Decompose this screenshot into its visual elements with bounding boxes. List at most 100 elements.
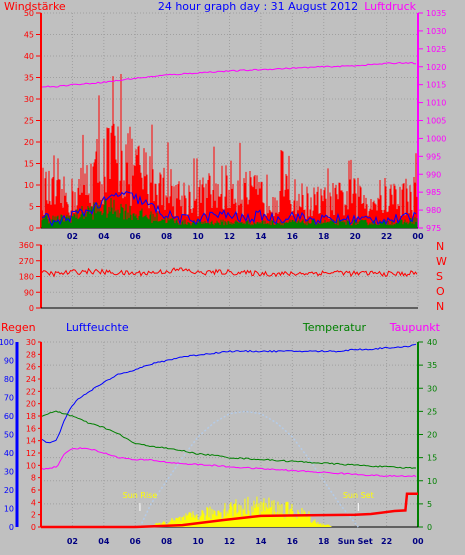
rain-y-tick-label: 6 (31, 486, 36, 495)
temperature-y-tick-label: 25 (427, 407, 437, 416)
pressure-y-tick-label: 1030 (426, 27, 446, 36)
compass-label: N (436, 240, 444, 253)
direction-y-tick-label: 90 (24, 288, 34, 297)
wind-gust-line (42, 191, 417, 227)
humidity-y-tick-label: 30 (4, 468, 14, 477)
wind-y-tick-label: 40 (24, 52, 34, 61)
dewpoint-label: Taupunkt (389, 321, 441, 334)
wind-speed-label: Windstärke (4, 0, 66, 13)
wind-x-tick-label: 00 (412, 232, 424, 241)
direction-line (41, 267, 418, 278)
direction-y-tick-label: 0 (29, 304, 34, 313)
rain-y-tick-label: 4 (31, 498, 36, 507)
rain-y-tick-label: 12 (26, 449, 36, 458)
temperature-y-tick-label: 40 (427, 338, 437, 347)
humidity-y-tick-label: 70 (4, 394, 14, 403)
wind-y-tick-label: 35 (24, 74, 34, 83)
rain-y-tick-label: 18 (26, 412, 36, 421)
wind-y-tick-label: 20 (24, 138, 34, 147)
rain-y-tick-label: 16 (26, 424, 36, 433)
weather-x-tick-label: 22 (381, 537, 392, 546)
rain-y-tick-label: 2 (31, 511, 36, 520)
dewpoint-line (41, 447, 417, 478)
wind-x-tick-label: 06 (130, 232, 142, 241)
rain-label: Regen (1, 321, 36, 334)
wind-y-tick-label: 15 (24, 160, 34, 169)
wind-y-tick-label: 45 (24, 31, 34, 40)
rain-y-tick-label: 14 (26, 437, 36, 446)
humidity-y-tick-label: 40 (4, 449, 14, 458)
weather-x-tick-label: 16 (287, 537, 299, 546)
wind-x-tick-label: 12 (224, 232, 235, 241)
rain-y-tick-label: 26 (26, 363, 36, 372)
weather-x-tick-label: 14 (255, 537, 267, 546)
rain-y-tick-label: 28 (26, 350, 36, 359)
pressure-y-tick-label: 1010 (426, 99, 446, 108)
pressure-y-tick-label: 995 (426, 152, 441, 161)
pressure-y-tick-label: 1025 (426, 45, 446, 54)
temperature-line (41, 410, 417, 469)
pressure-y-tick-label: 1005 (426, 117, 446, 126)
wind-x-tick-label: 22 (381, 232, 392, 241)
weather-x-tick-label: 08 (161, 537, 173, 546)
sun-annotation-label: Sun Set (343, 491, 374, 500)
weather-x-tick-label: 00 (412, 537, 424, 546)
wind-y-tick-label: 50 (24, 9, 34, 18)
weather-x-tick-label: Sun Set (338, 537, 373, 546)
temperature-label: Temperatur (302, 321, 367, 334)
compass-label: N (436, 300, 444, 313)
pressure-y-tick-label: 1015 (426, 81, 446, 90)
weather-x-tick-label: 02 (67, 537, 78, 546)
temperature-y-tick-label: 15 (427, 454, 437, 463)
pressure-y-tick-label: 1020 (426, 63, 446, 72)
temperature-y-tick-label: 5 (427, 500, 432, 509)
wind-y-tick-label: 10 (24, 181, 34, 190)
rain-y-tick-label: 22 (26, 387, 36, 396)
direction-y-tick-label: 180 (19, 273, 34, 282)
rain-y-tick-label: 8 (31, 474, 36, 483)
pressure-y-tick-label: 1000 (426, 134, 446, 143)
weather-x-tick-label: 18 (318, 537, 330, 546)
humidity-y-tick-label: 90 (4, 357, 14, 366)
rain-y-tick-label: 20 (26, 400, 36, 409)
temperature-y-tick-label: 10 (427, 477, 437, 486)
humidity-line (41, 343, 417, 444)
rain-y-tick-label: 10 (26, 461, 36, 470)
pressure-label: Luftdruck (364, 0, 416, 13)
title-text: 24 hour graph day : 31 August 2012 (158, 0, 358, 13)
compass-label: O (436, 285, 445, 298)
wind-x-tick-label: 08 (161, 232, 173, 241)
weather-x-tick-label: 06 (130, 537, 142, 546)
solar-radiation-line (139, 410, 359, 528)
weather-x-tick-label: 12 (224, 537, 235, 546)
humidity-y-tick-label: 0 (9, 523, 14, 532)
pressure-y-tick-label: 975 (426, 224, 441, 233)
wind-x-tick-label: 16 (287, 232, 299, 241)
humidity-label: Luftfeuchte (66, 321, 129, 334)
direction-y-tick-label: 360 (19, 241, 34, 250)
sun-annotation-label: Sun Rise (123, 491, 158, 500)
compass-label: S (436, 270, 443, 283)
wind-x-tick-label: 18 (318, 232, 330, 241)
wind-x-tick-label: 04 (98, 232, 110, 241)
temperature-y-tick-label: 20 (427, 431, 437, 440)
wind-x-tick-label: 10 (193, 232, 205, 241)
weather-x-tick-label: 04 (98, 537, 110, 546)
wind-y-tick-label: 30 (24, 95, 34, 104)
temperature-y-tick-label: 30 (427, 384, 437, 393)
temperature-y-tick-label: 0 (427, 523, 432, 532)
humidity-y-tick-label: 60 (4, 412, 14, 421)
pressure-y-tick-label: 985 (426, 188, 441, 197)
rain-y-tick-label: 30 (26, 338, 36, 347)
wind-y-tick-label: 5 (29, 203, 34, 212)
compass-label: W (436, 255, 447, 268)
wind-x-tick-label: 02 (67, 232, 78, 241)
wind-x-tick-label: 14 (255, 232, 267, 241)
wind-y-tick-label: 0 (29, 224, 34, 233)
pressure-line (41, 61, 417, 88)
rain-y-tick-label: 24 (26, 375, 36, 384)
direction-y-tick-label: 270 (19, 257, 34, 266)
weather-x-tick-label: 10 (193, 537, 205, 546)
rain-line (41, 492, 418, 529)
